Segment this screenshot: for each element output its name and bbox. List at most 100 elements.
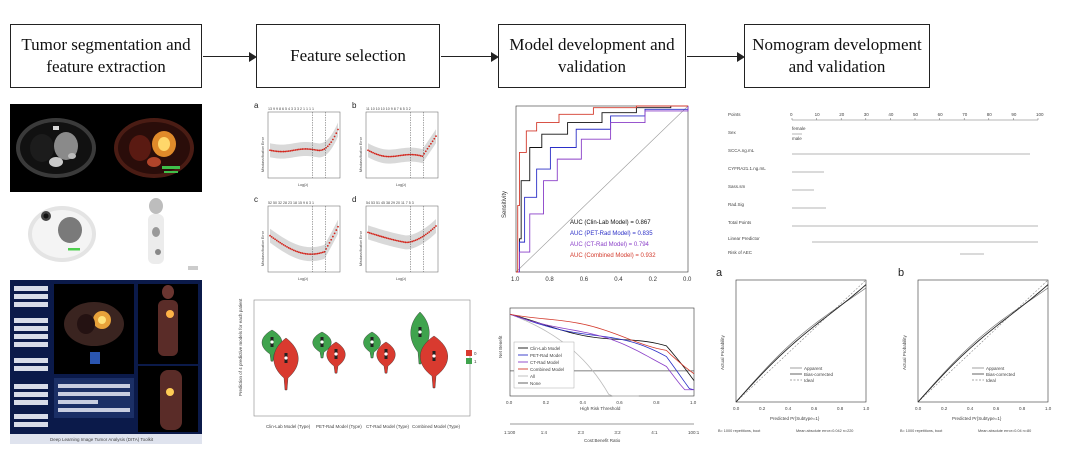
lasso-point	[289, 247, 292, 250]
lasso-point	[298, 148, 300, 151]
violin-median	[370, 340, 374, 344]
roc-curve-plot: Sensitivity 1.0 0.8 0.6 0.4 0.2 0.0 AUC (Clin-…	[502, 105, 692, 283]
lasso-point	[368, 150, 371, 153]
roc-legend-entry: AUC (CT-Rad Model) = 0.794	[570, 242, 650, 248]
lasso-point	[433, 226, 436, 229]
dca-xlabel: High Risk Threshold	[580, 406, 621, 411]
calibration-xtick: 0.2	[941, 406, 948, 411]
lasso-point	[390, 155, 393, 158]
lasso-panels: a 13 9 9 8 6 5 4 3 3 3 2 1 1 1 1 Misclassi…	[248, 98, 448, 284]
lasso-ylabel: Misclassification Error	[359, 230, 363, 266]
nomogram-panel: Points Sex SCCA.ng.mL CYFRA21.1.ng.mL Sass.s…	[726, 104, 1054, 262]
lasso-point	[428, 145, 431, 148]
dca-ratio-tick: 3:2	[614, 430, 621, 435]
lasso-point	[394, 155, 397, 158]
calibration-xtick: 1.0	[1045, 406, 1052, 411]
stage-title-line1: Feature selection	[290, 46, 406, 65]
lasso-point	[411, 153, 414, 156]
dca-ratio-tick: 1:4	[541, 430, 548, 435]
lasso-point	[286, 150, 288, 153]
lasso-point	[272, 237, 275, 239]
lasso-point	[303, 252, 305, 255]
violin-median	[418, 330, 422, 334]
flow-arrow	[203, 51, 257, 62]
lasso-point	[375, 153, 378, 156]
legend-swatch-type0	[466, 350, 472, 356]
lasso-point	[301, 252, 304, 255]
lasso-point	[287, 246, 290, 249]
lasso-point	[385, 237, 388, 239]
stage-title-line1: Tumor segmentation and	[21, 35, 191, 54]
lasso-point	[335, 229, 338, 231]
lasso-point	[382, 155, 385, 157]
lasso-point	[316, 252, 319, 255]
lasso-point	[318, 149, 321, 152]
calibration-legend-entry: Apparent	[986, 366, 1005, 371]
nomogram-row-label: Total Points	[728, 220, 752, 225]
nomogram-row-label: Sass.sm	[728, 184, 746, 189]
lasso-point	[399, 240, 402, 243]
lasso-point	[428, 231, 431, 233]
nomogram: Points Sex SCCA.ng.mL CYFRA21.1.ng.mL Sass.s…	[728, 112, 1044, 255]
dca-legend-entry: Clin-Lab Model	[530, 346, 560, 351]
lasso-point	[313, 148, 316, 151]
lasso-point	[406, 153, 408, 156]
lasso-point	[407, 153, 410, 156]
nomogram-row-label: Points	[728, 112, 741, 117]
roc-legend-entry: AUC (Clin-Lab Model) = 0.867	[570, 220, 651, 226]
violin-median	[270, 340, 274, 344]
calibration-bias-corrected-line	[917, 284, 1049, 403]
software-title: Deep Learning Image Tumor Analysis (DITA…	[50, 437, 154, 442]
calibration-plot-b: b Actual Probability Predicted Pr{Subtype=…	[898, 267, 1052, 433]
lasso-error-band	[270, 219, 338, 262]
lasso-point	[372, 233, 374, 235]
lasso-point	[281, 150, 283, 153]
lasso-point	[416, 238, 419, 241]
lasso-point	[389, 238, 391, 240]
calibration-footer-left: B= 1000 repetitions, boot	[718, 429, 761, 433]
lasso-point	[332, 138, 334, 141]
calibration-footer-left: B= 1000 repetitions, boot	[900, 429, 943, 433]
calibration-xtick: 0.8	[1019, 406, 1026, 411]
lasso-point	[326, 245, 329, 247]
lasso-ylabel: Misclassification Error	[261, 230, 265, 266]
calibration-ylabel: Actual Probability	[720, 334, 725, 370]
nomogram-tick-label: 70	[962, 112, 968, 117]
lasso-point	[289, 149, 292, 152]
flow-arrow	[441, 51, 499, 62]
nomogram-tick-label: 10	[815, 112, 821, 117]
lasso-point	[419, 236, 422, 239]
lasso-point	[333, 232, 336, 235]
calibration-xtick: 0.8	[837, 406, 844, 411]
lasso-panel-letter: b	[352, 101, 357, 110]
lasso-xlabel: Log(λ)	[298, 183, 308, 187]
dca-xlabel2: Cost:Benefit Ratio	[584, 438, 621, 443]
roc-legend-entry: AUC (PET-Rad Model) = 0.835	[570, 231, 653, 237]
pet-grayscale-images	[10, 192, 202, 278]
lasso-point	[330, 238, 333, 241]
lasso-point	[418, 237, 420, 240]
calibration-footer-right: Mean absolute error=0.042 n=220	[796, 429, 853, 433]
nomogram-row-label: SCCA.ng.mL	[728, 148, 755, 153]
lasso-point	[407, 241, 410, 244]
violin-ylabel: Prediction of 4 predictive models for ea…	[238, 298, 243, 396]
violin-shape	[410, 311, 430, 365]
lasso-point	[396, 239, 398, 242]
lasso-point	[414, 153, 417, 156]
lasso-point	[301, 148, 304, 150]
lasso-point	[430, 142, 432, 145]
lasso-point	[416, 154, 419, 157]
stage-title-line2: feature extraction	[46, 57, 166, 76]
lasso-point	[382, 236, 385, 238]
lasso-point	[332, 235, 334, 238]
stage-box-feature-selection: Feature selection	[256, 24, 440, 88]
stage-box-nomogram: Nomogram development and validation	[744, 24, 930, 88]
dca-legend-entry: None	[530, 381, 541, 386]
violin-shape	[420, 335, 448, 389]
dca-xtick: 0.8	[653, 400, 660, 405]
lasso-point	[399, 154, 402, 157]
dca-xtick: 0.6	[616, 400, 623, 405]
lasso-point	[392, 238, 395, 241]
dca-legend-box	[513, 341, 575, 389]
lasso-point	[303, 148, 305, 150]
